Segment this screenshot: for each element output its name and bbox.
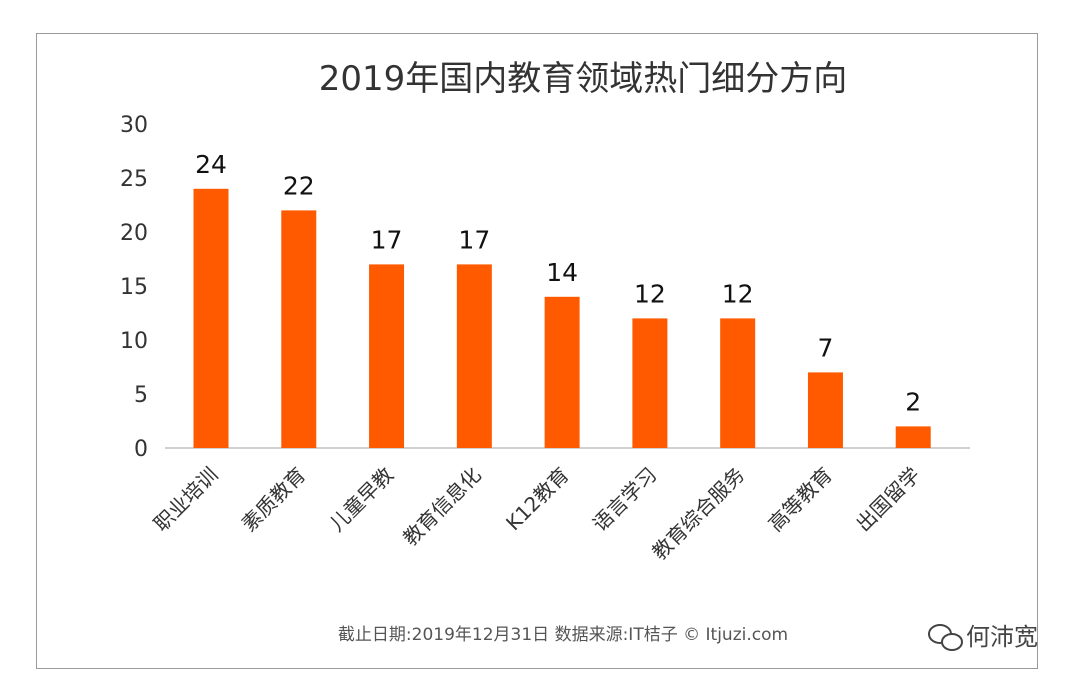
category-label: 教育综合服务 <box>647 463 749 565</box>
data-label: 17 <box>458 225 490 254</box>
data-label: 12 <box>722 279 754 308</box>
y-axis: 0 5 10 15 20 25 30 <box>120 113 148 462</box>
data-label: 7 <box>817 333 833 362</box>
data-labels: 24 22 17 17 14 12 12 7 2 <box>195 150 921 417</box>
bar <box>193 188 229 449</box>
y-tick-label: 15 <box>120 275 148 300</box>
data-label: 2 <box>905 387 921 416</box>
bar <box>456 264 492 448</box>
watermark-text: 何沛宽 <box>966 623 1038 651</box>
category-label: 职业培训 <box>149 463 223 537</box>
y-tick-label: 25 <box>120 167 148 192</box>
bar <box>369 264 405 448</box>
bar <box>720 318 756 448</box>
category-label: 教育信息化 <box>398 463 486 551</box>
wechat-icon <box>928 624 963 651</box>
category-label: 高等教育 <box>763 463 837 537</box>
y-tick-label: 0 <box>134 437 148 462</box>
category-label: 语言学习 <box>588 463 662 537</box>
bar <box>807 372 843 448</box>
data-label: 24 <box>195 150 227 179</box>
bar <box>895 426 931 448</box>
category-label: 儿童早教 <box>325 463 399 537</box>
data-label: 12 <box>634 279 666 308</box>
y-tick-label: 30 <box>120 113 148 138</box>
bars <box>193 188 931 449</box>
category-label: 素质教育 <box>237 463 311 537</box>
category-label: K12教育 <box>501 463 574 536</box>
bar <box>632 318 668 448</box>
y-tick-label: 5 <box>134 383 148 408</box>
data-label: 17 <box>371 225 403 254</box>
category-label: 出国留学 <box>851 463 925 537</box>
source-note: 截止日期:2019年12月31日 数据来源:IT桔子 © Itjuzi.com <box>338 625 788 645</box>
bar <box>544 296 580 448</box>
bar <box>281 210 317 448</box>
y-tick-label: 10 <box>120 329 148 354</box>
data-label: 14 <box>546 258 578 287</box>
y-tick-label: 20 <box>120 221 148 246</box>
data-label: 22 <box>283 171 315 200</box>
watermark: 何沛宽 <box>928 623 1038 651</box>
chart-title: 2019年国内教育领域热门细分方向 <box>319 59 848 99</box>
